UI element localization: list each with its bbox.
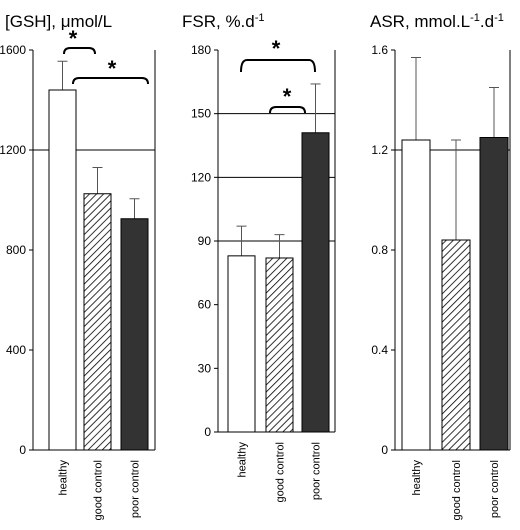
significance-star: * — [283, 84, 292, 109]
panel-title: ASR, mmol.L-1.d-1 — [370, 12, 504, 31]
y-tick-label: 400 — [6, 343, 26, 357]
significance-star: * — [108, 56, 117, 81]
category-label: healthy — [411, 460, 423, 496]
y-tick-label: 1200 — [0, 143, 26, 157]
y-tick-label: 90 — [198, 234, 212, 248]
category-label: poor control — [489, 460, 501, 518]
significance-bracket — [72, 77, 149, 85]
significance-bracket — [240, 59, 316, 73]
y-tick-label: 150 — [191, 107, 211, 121]
y-tick-label: 120 — [191, 170, 211, 184]
significance-star: * — [69, 26, 78, 51]
bar-healthy — [48, 89, 77, 451]
bar-good-control — [265, 257, 294, 433]
y-tick-label: 0 — [19, 443, 26, 457]
y-tick-label: 30 — [198, 361, 212, 375]
y-tick-label: 1600 — [0, 43, 26, 57]
significance-bracket — [63, 47, 96, 55]
significance-bracket — [269, 106, 306, 114]
category-label: poor control — [130, 460, 142, 518]
bar-good-control — [441, 239, 471, 451]
y-tick-label: 180 — [191, 43, 211, 57]
y-tick-label: 60 — [198, 298, 212, 312]
bar-poor-control — [301, 132, 330, 433]
category-label: good control — [451, 460, 463, 521]
bar-healthy — [227, 255, 256, 433]
y-tick-label: 0 — [204, 425, 211, 439]
chart-panel-2: FSR, %.d-1 0 30 60 90 120 150 180 healthy good co… — [182, 12, 336, 503]
chart-panel-3: ASR, mmol.L-1.d-1 0 0.4 0.8 1.2 1.6 healthy goo… — [370, 12, 511, 521]
bar-poor-control — [120, 218, 149, 451]
bar-poor-control — [479, 137, 509, 451]
chart-panel-1: [GSH], μmol/L 0 400 800 1200 1600 healthy good … — [0, 12, 156, 521]
category-label: good control — [275, 442, 287, 503]
y-tick-label: 0.4 — [371, 343, 388, 357]
panel-title: [GSH], μmol/L — [5, 12, 112, 31]
y-tick-label: 1.2 — [371, 143, 388, 157]
significance-star: * — [272, 36, 281, 61]
category-label: poor control — [311, 442, 323, 500]
bar-good-control — [83, 193, 112, 451]
panel-title: FSR, %.d-1 — [182, 12, 265, 31]
y-tick-label: 1.6 — [371, 43, 388, 57]
y-tick-label: 0 — [381, 443, 388, 457]
category-label: healthy — [237, 442, 249, 478]
category-label: good control — [93, 460, 105, 521]
y-tick-label: 0.8 — [371, 243, 388, 257]
category-label: healthy — [58, 460, 70, 496]
bar-healthy — [401, 139, 431, 451]
y-tick-label: 800 — [6, 243, 26, 257]
